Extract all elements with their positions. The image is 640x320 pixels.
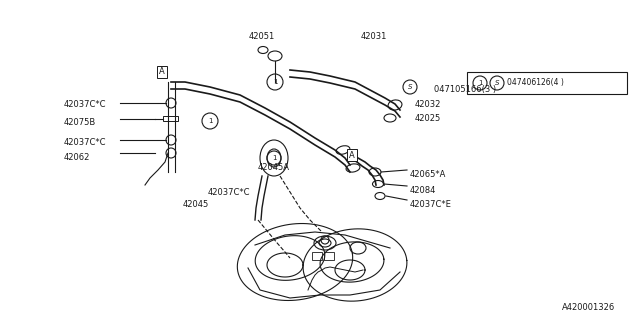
Text: A: A [159,68,165,76]
Text: 047105166(3 ): 047105166(3 ) [434,85,496,94]
Text: 1: 1 [272,155,276,161]
Text: 42045A: 42045A [258,163,290,172]
Text: A: A [349,150,355,159]
FancyBboxPatch shape [312,252,322,260]
Text: S: S [408,84,412,90]
Text: 42045: 42045 [183,200,209,209]
Text: 42062: 42062 [64,153,90,162]
Text: 42032: 42032 [415,100,442,109]
Text: 42084: 42084 [410,186,436,195]
Text: 1: 1 [477,80,483,86]
Text: A420001326: A420001326 [562,303,615,312]
Text: 047406126(4 ): 047406126(4 ) [507,78,564,87]
Text: S: S [495,80,499,86]
FancyBboxPatch shape [467,72,627,94]
Text: 42037C*E: 42037C*E [410,200,452,209]
Text: 1: 1 [273,79,277,85]
Text: 42031: 42031 [361,32,387,41]
FancyBboxPatch shape [324,252,334,260]
Text: 42037C*C: 42037C*C [208,188,250,197]
Text: 42065*A: 42065*A [410,170,446,179]
Text: 42037C*C: 42037C*C [64,100,106,109]
Text: 42037C*C: 42037C*C [64,138,106,147]
FancyBboxPatch shape [163,116,178,121]
Text: 42025: 42025 [415,114,441,123]
Text: 1: 1 [208,118,212,124]
Text: 42075B: 42075B [64,118,96,127]
Text: 42051: 42051 [249,32,275,41]
